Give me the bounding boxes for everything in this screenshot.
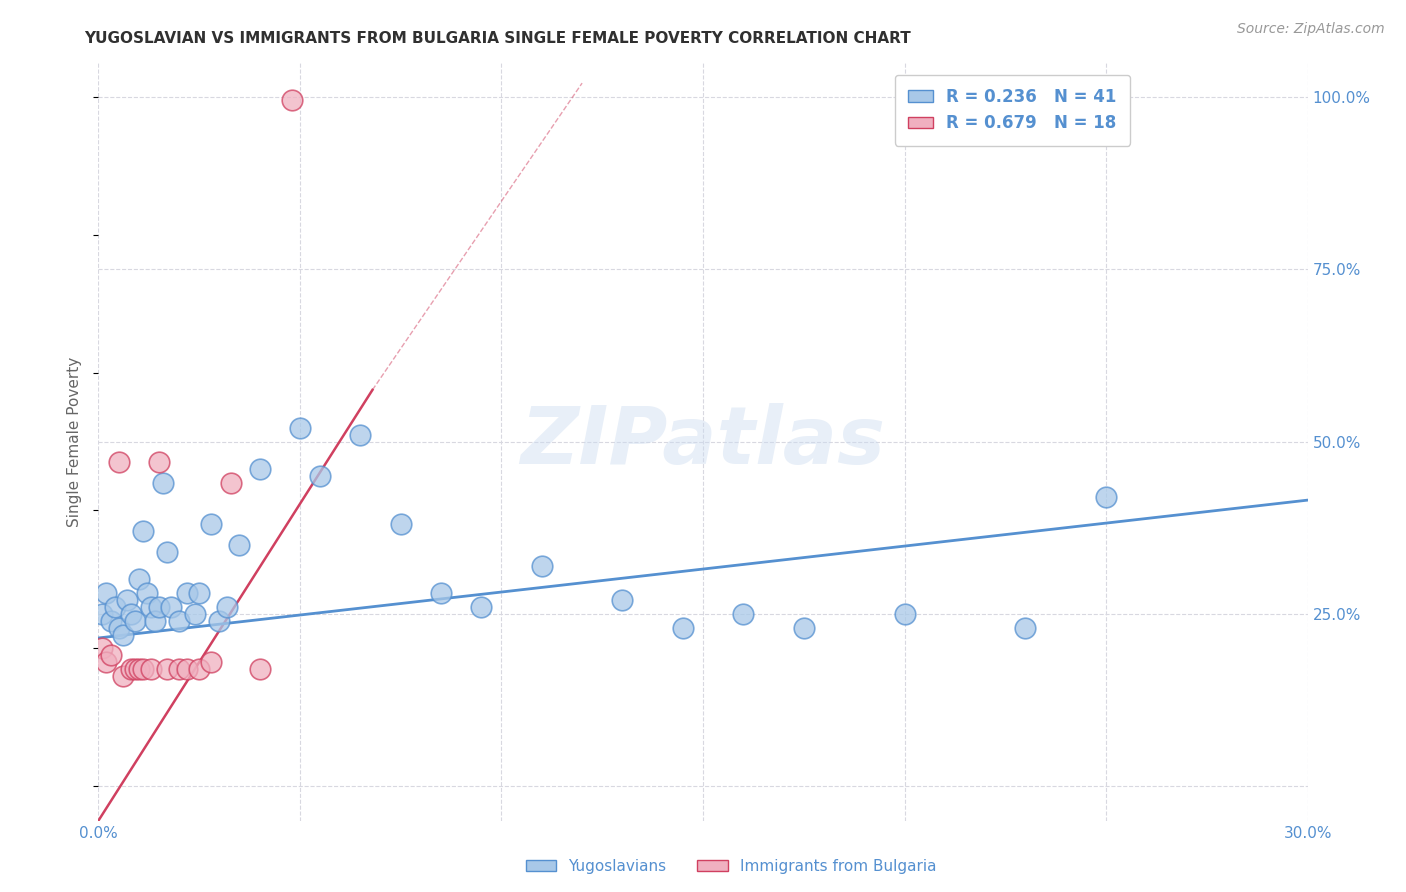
Point xyxy=(228,538,250,552)
Point xyxy=(111,627,134,641)
Point xyxy=(309,469,332,483)
Point xyxy=(100,614,122,628)
Point xyxy=(208,614,231,628)
Point xyxy=(103,599,125,614)
Point xyxy=(733,607,755,621)
Point xyxy=(188,586,211,600)
Text: YUGOSLAVIAN VS IMMIGRANTS FROM BULGARIA SINGLE FEMALE POVERTY CORRELATION CHART: YUGOSLAVIAN VS IMMIGRANTS FROM BULGARIA … xyxy=(84,31,911,46)
Point xyxy=(793,621,815,635)
Point xyxy=(111,669,134,683)
Point xyxy=(132,662,155,676)
Point xyxy=(530,558,553,573)
Point xyxy=(120,607,142,621)
Point xyxy=(430,586,453,600)
Point xyxy=(128,573,150,587)
Point xyxy=(200,517,222,532)
Point xyxy=(281,94,304,108)
Legend: R = 0.236   N = 41, R = 0.679   N = 18: R = 0.236 N = 41, R = 0.679 N = 18 xyxy=(894,75,1130,145)
Point xyxy=(107,455,129,469)
Point xyxy=(132,524,155,538)
Point xyxy=(148,455,170,469)
Point xyxy=(217,599,239,614)
Point xyxy=(288,421,311,435)
Point xyxy=(128,662,150,676)
Text: ZIPatlas: ZIPatlas xyxy=(520,402,886,481)
Point xyxy=(91,607,114,621)
Point xyxy=(139,599,162,614)
Point xyxy=(167,614,190,628)
Point xyxy=(96,586,118,600)
Point xyxy=(389,517,412,532)
Legend: Yugoslavians, Immigrants from Bulgaria: Yugoslavians, Immigrants from Bulgaria xyxy=(520,853,942,880)
Point xyxy=(143,614,166,628)
Point xyxy=(139,662,162,676)
Text: Source: ZipAtlas.com: Source: ZipAtlas.com xyxy=(1237,22,1385,37)
Point xyxy=(156,662,179,676)
Point xyxy=(176,662,198,676)
Point xyxy=(91,641,114,656)
Point xyxy=(200,655,222,669)
Point xyxy=(1014,621,1036,635)
Point xyxy=(152,475,174,490)
Point xyxy=(612,593,634,607)
Point xyxy=(100,648,122,663)
Point xyxy=(249,462,271,476)
Point xyxy=(120,662,142,676)
Point xyxy=(160,599,183,614)
Point xyxy=(96,655,118,669)
Point xyxy=(156,545,179,559)
Point xyxy=(1095,490,1118,504)
Point xyxy=(176,586,198,600)
Point xyxy=(148,599,170,614)
Point xyxy=(188,662,211,676)
Point xyxy=(249,662,271,676)
Point xyxy=(893,607,915,621)
Point xyxy=(470,599,492,614)
Point xyxy=(221,475,243,490)
Point xyxy=(349,427,371,442)
Point xyxy=(107,621,129,635)
Y-axis label: Single Female Poverty: Single Female Poverty xyxy=(67,357,83,526)
Point xyxy=(672,621,695,635)
Point xyxy=(135,586,157,600)
Point xyxy=(167,662,190,676)
Point xyxy=(124,614,146,628)
Point xyxy=(184,607,207,621)
Point xyxy=(115,593,138,607)
Point xyxy=(124,662,146,676)
